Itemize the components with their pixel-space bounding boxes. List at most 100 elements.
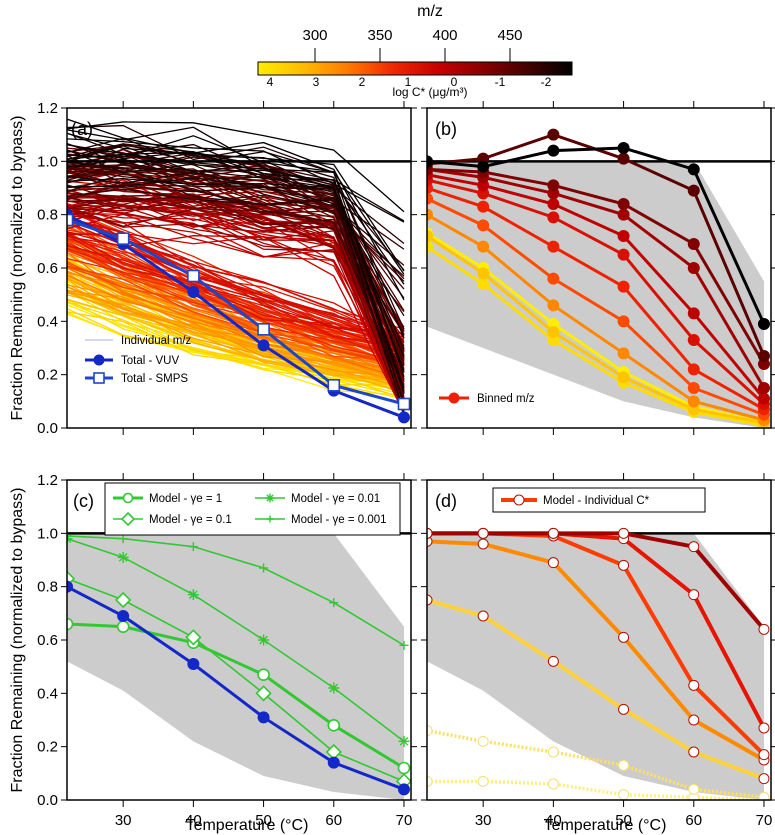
binned-point	[427, 155, 433, 168]
model-cstar-point	[427, 725, 433, 737]
model-cstar-line	[427, 531, 766, 631]
binned-point	[547, 272, 560, 285]
x-tick-label: 70	[756, 812, 773, 829]
binned-series-line	[427, 178, 765, 406]
binned-point	[687, 262, 700, 274]
individual-mz-line	[67, 217, 405, 343]
individual-mz-line	[67, 242, 405, 363]
model-cstar-point	[688, 714, 700, 726]
legend-box	[104, 482, 401, 536]
x-tick-label: 50	[615, 812, 632, 829]
y-tick-label: 1.2	[37, 472, 58, 489]
marker-point	[188, 542, 198, 552]
model-cstar-point	[477, 538, 489, 550]
marker-point	[187, 589, 199, 601]
panel-label: (a)	[71, 119, 93, 139]
binned-point	[617, 248, 630, 261]
x-tick-label: 30	[115, 812, 132, 829]
y-tick-label: 0.6	[37, 260, 58, 277]
marker-point	[67, 531, 72, 541]
individual-mz-line	[67, 284, 405, 383]
model-cstar-point	[688, 589, 700, 601]
colorbar-title: m/z	[417, 3, 443, 20]
binned-point	[427, 192, 433, 205]
model-cstar-point	[477, 735, 489, 747]
marker-point	[397, 411, 410, 424]
model-cstar-point	[618, 759, 630, 771]
model-cstar-point	[427, 594, 433, 606]
y-axis-label-top: Fraction Remaining (normalized to bypass…	[9, 115, 26, 420]
plot-frame	[426, 107, 772, 429]
marker-point	[257, 711, 270, 724]
legend-marker	[448, 392, 460, 404]
model-series-line	[67, 622, 405, 770]
model-cstar-point	[758, 749, 770, 761]
marker-point	[116, 620, 130, 633]
binned-point	[617, 230, 630, 242]
individual-mz-line	[67, 286, 405, 388]
marker-point	[397, 397, 411, 411]
binned-point	[617, 208, 630, 221]
marker-point	[120, 511, 136, 527]
binned-point	[757, 382, 770, 394]
individual-mz-line	[67, 311, 405, 400]
binned-point	[427, 230, 433, 242]
binned-point	[757, 350, 770, 362]
model-cstar-point	[688, 541, 700, 553]
x-tick-label: 50	[255, 812, 272, 829]
individual-mz-line	[67, 172, 405, 390]
model-cstar-point	[427, 527, 433, 539]
plot-frame	[66, 479, 412, 801]
y-tick-label: 0.0	[37, 792, 58, 809]
individual-mz-line	[67, 231, 405, 348]
marker-point	[122, 492, 134, 504]
binned-series-line	[427, 186, 765, 411]
panel-d: 30 40 50 60 70 (d) Model - Individual C*	[421, 473, 775, 829]
colorbar-bottom-tick-label: -2	[541, 75, 552, 89]
model-cstar-point	[618, 559, 630, 571]
individual-mz-line	[67, 184, 405, 415]
individual-mz-line	[67, 266, 405, 380]
individual-mz-line	[67, 231, 405, 413]
individual-mz-line	[67, 244, 405, 355]
marker-point	[115, 591, 132, 609]
plot-area	[67, 531, 411, 800]
y-tick-label: 1.0	[37, 153, 58, 170]
legend-label: Model - γe = 1	[149, 493, 222, 505]
plot-area	[427, 128, 771, 428]
binned-point	[547, 326, 560, 338]
binned-point	[547, 299, 560, 312]
y-tick-label: 1.2	[37, 100, 58, 117]
individual-mz-line	[67, 173, 405, 391]
individual-mz-line	[67, 218, 405, 340]
x-axis-label-right: Temperature (°C)	[544, 817, 667, 834]
binned-point	[617, 315, 630, 328]
marker-point	[118, 534, 128, 544]
legend-label: Individual m/z	[121, 335, 192, 347]
colorbar-bottom-tick-label: -1	[495, 75, 506, 89]
binned-point	[757, 392, 770, 405]
binned-point	[617, 371, 630, 384]
plot-frame	[66, 107, 412, 429]
colorbar-top-tick-label: 350	[367, 27, 392, 44]
model-series-line	[67, 577, 405, 783]
panel-b: (b) Binned m/z	[421, 101, 775, 435]
colorbar-bottom-tick-label: 4	[267, 75, 274, 89]
marker-point	[328, 682, 340, 694]
model-cstar-point	[547, 527, 559, 539]
binned-point	[617, 347, 630, 360]
binned-series-line	[427, 146, 766, 325]
model-cstar-point	[758, 791, 770, 800]
binned-point	[547, 144, 560, 157]
y-tick-label: 0.4	[37, 313, 58, 330]
legend-label: Total - VUV	[121, 355, 179, 367]
binned-point	[687, 334, 700, 346]
model-cstar-point	[618, 527, 630, 539]
individual-mz-line	[67, 196, 405, 366]
binned-point	[617, 152, 630, 165]
binned-point	[547, 211, 560, 224]
marker-point	[93, 372, 105, 384]
marker-point	[259, 563, 269, 573]
marker-point	[67, 213, 74, 227]
